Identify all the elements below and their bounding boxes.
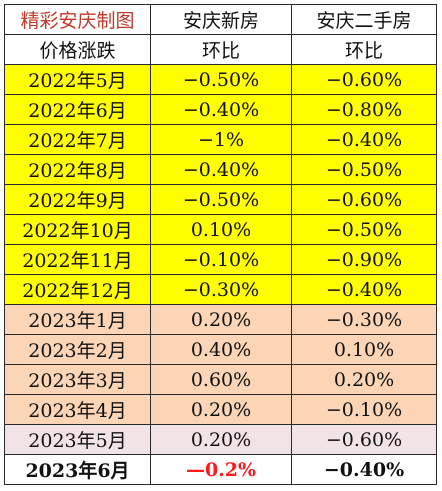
month-cell: 2022年12月 [4, 274, 151, 305]
month-cell: 2023年1月 [4, 304, 151, 335]
row-header-label: 价格涨跌 [4, 34, 151, 65]
subheader-new-mom: 环比 [150, 34, 292, 65]
second-hand-change-cell: −0.60% [291, 64, 437, 95]
table-row: 2023年2月 0.40% 0.10% [4, 334, 437, 365]
table-row-latest: 2023年6月 —0.2% −0.40% [4, 454, 437, 485]
new-home-change-cell: 0.20% [150, 394, 292, 425]
month-cell: 2022年6月 [4, 94, 151, 125]
second-hand-change-cell: −0.60% [291, 424, 437, 455]
new-home-change-cell: −0.30% [150, 274, 292, 305]
second-hand-change-cell: −0.90% [291, 244, 437, 275]
subheader-second-mom: 环比 [291, 34, 437, 65]
month-cell: 2023年5月 [4, 424, 151, 455]
new-home-change-cell: 0.20% [150, 424, 292, 455]
new-home-change-cell: —0.2% [150, 454, 292, 485]
header-row-2: 价格涨跌 环比 环比 [4, 34, 437, 65]
column-header-second-hand: 安庆二手房 [291, 4, 437, 35]
table-row: 2022年5月 −0.50% −0.60% [4, 64, 437, 95]
table-row: 2022年9月 −0.50% −0.60% [4, 184, 437, 215]
month-cell: 2023年4月 [4, 394, 151, 425]
table-row: 2022年12月 −0.30% −0.40% [4, 274, 437, 305]
month-cell: 2022年5月 [4, 64, 151, 95]
second-hand-change-cell: −0.60% [291, 184, 437, 215]
new-home-change-cell: 0.20% [150, 304, 292, 335]
table-row: 2023年1月 0.20% −0.30% [4, 304, 437, 335]
second-hand-change-cell: 0.10% [291, 334, 437, 365]
table-row: 2023年3月 0.60% 0.20% [4, 364, 437, 395]
second-hand-change-cell: −0.40% [291, 124, 437, 155]
second-hand-change-cell: −0.10% [291, 394, 437, 425]
month-cell: 2023年3月 [4, 364, 151, 395]
month-cell: 2022年8月 [4, 154, 151, 185]
month-cell: 2022年9月 [4, 184, 151, 215]
new-home-change-cell: −0.50% [150, 184, 292, 215]
month-cell: 2023年2月 [4, 334, 151, 365]
header-row-1: 精彩安庆制图 安庆新房 安庆二手房 [4, 4, 437, 35]
table-row: 2023年4月 0.20% −0.10% [4, 394, 437, 425]
table-row: 2022年10月 0.10% −0.50% [4, 214, 437, 245]
second-hand-change-cell: −0.50% [291, 214, 437, 245]
new-home-change-cell: −1% [150, 124, 292, 155]
new-home-change-cell: 0.10% [150, 214, 292, 245]
month-cell: 2022年7月 [4, 124, 151, 155]
new-home-change-cell: 0.60% [150, 364, 292, 395]
second-hand-change-cell: 0.20% [291, 364, 437, 395]
price-change-table: 精彩安庆制图 安庆新房 安庆二手房 价格涨跌 环比 环比 2022年5月 −0.… [4, 4, 437, 485]
second-hand-change-cell: −0.50% [291, 154, 437, 185]
month-cell: 2022年11月 [4, 244, 151, 275]
second-hand-change-cell: −0.80% [291, 94, 437, 125]
new-home-change-cell: −0.50% [150, 64, 292, 95]
price-change-table-container: 精彩安庆制图 安庆新房 安庆二手房 价格涨跌 环比 环比 2022年5月 −0.… [4, 4, 437, 485]
second-hand-change-cell: −0.30% [291, 304, 437, 335]
second-hand-change-cell: −0.40% [291, 454, 437, 485]
new-home-change-cell: −0.10% [150, 244, 292, 275]
table-row: 2022年7月 −1% −0.40% [4, 124, 437, 155]
month-cell: 2023年6月 [4, 454, 151, 485]
table-row: 2022年11月 −0.10% −0.90% [4, 244, 437, 275]
second-hand-change-cell: −0.40% [291, 274, 437, 305]
table-row: 2023年5月 0.20% −0.60% [4, 424, 437, 455]
brand-label: 精彩安庆制图 [4, 4, 151, 35]
column-header-new-homes: 安庆新房 [150, 4, 292, 35]
new-home-change-cell: 0.40% [150, 334, 292, 365]
month-cell: 2022年10月 [4, 214, 151, 245]
new-home-change-cell: −0.40% [150, 154, 292, 185]
new-home-change-cell: −0.40% [150, 94, 292, 125]
table-row: 2022年6月 −0.40% −0.80% [4, 94, 437, 125]
table-row: 2022年8月 −0.40% −0.50% [4, 154, 437, 185]
